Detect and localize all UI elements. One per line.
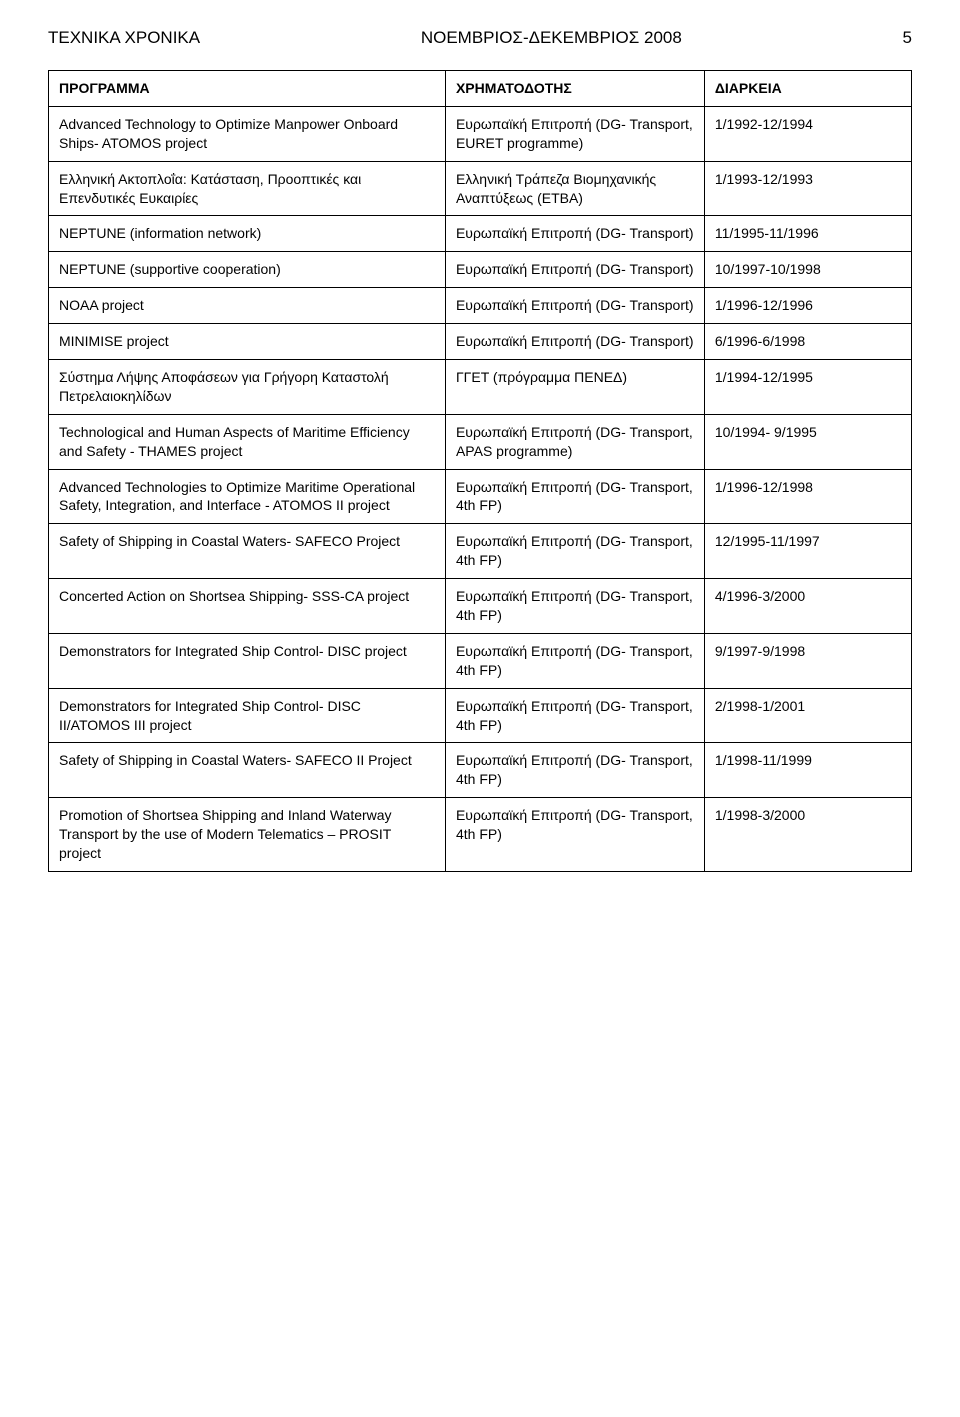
cell-duration: 4/1996-3/2000	[704, 579, 911, 634]
programs-table: ΠΡΟΓΡΑΜΜΑ ΧΡΗΜΑΤΟΔΟΤΗΣ ΔΙΑΡΚΕΙΑ Advanced…	[48, 70, 912, 872]
cell-funder: Ευρωπαϊκή Επιτροπή (DG- Transport)	[445, 252, 704, 288]
cell-duration: 11/1995-11/1996	[704, 216, 911, 252]
cell-program: Safety of Shipping in Coastal Waters- SA…	[49, 743, 446, 798]
cell-duration: 10/1994- 9/1995	[704, 414, 911, 469]
cell-program: NEPTUNE (supportive cooperation)	[49, 252, 446, 288]
page-header: ΤΕΧΝΙΚΑ ΧΡΟΝΙΚΑ ΝΟΕΜΒΡΙΟΣ-ΔΕΚΕΜΒΡΙΟΣ 200…	[48, 28, 912, 48]
cell-program: Advanced Technology to Optimize Manpower…	[49, 106, 446, 161]
cell-program: NEPTUNE (information network)	[49, 216, 446, 252]
cell-funder: Ευρωπαϊκή Επιτροπή (DG- Transport, EURET…	[445, 106, 704, 161]
table-row: Promotion of Shortsea Shipping and Inlan…	[49, 798, 912, 872]
cell-funder: ΓΓΕΤ (πρόγραμμα ΠΕΝΕΔ)	[445, 360, 704, 415]
cell-duration: 10/1997-10/1998	[704, 252, 911, 288]
cell-funder: Ελληνική Τράπεζα Βιομηχανικής Αναπτύξεως…	[445, 161, 704, 216]
col-header-funder: ΧΡΗΜΑΤΟΔΟΤΗΣ	[445, 71, 704, 107]
cell-duration: 1/1992-12/1994	[704, 106, 911, 161]
cell-funder: Ευρωπαϊκή Επιτροπή (DG- Transport)	[445, 324, 704, 360]
cell-program: Ελληνική Ακτοπλοΐα: Κατάσταση, Προοπτικέ…	[49, 161, 446, 216]
page: ΤΕΧΝΙΚΑ ΧΡΟΝΙΚΑ ΝΟΕΜΒΡΙΟΣ-ΔΕΚΕΜΒΡΙΟΣ 200…	[0, 0, 960, 912]
cell-duration: 2/1998-1/2001	[704, 688, 911, 743]
cell-program: Technological and Human Aspects of Marit…	[49, 414, 446, 469]
cell-funder: Ευρωπαϊκή Επιτροπή (DG- Transport, 4th F…	[445, 688, 704, 743]
table-row: NOAA project Ευρωπαϊκή Επιτροπή (DG- Tra…	[49, 288, 912, 324]
cell-duration: 1/1993-12/1993	[704, 161, 911, 216]
cell-duration: 1/1998-11/1999	[704, 743, 911, 798]
table-row: Demonstrators for Integrated Ship Contro…	[49, 688, 912, 743]
cell-funder: Ευρωπαϊκή Επιτροπή (DG- Transport, 4th F…	[445, 798, 704, 872]
table-row: Demonstrators for Integrated Ship Contro…	[49, 633, 912, 688]
col-header-duration: ΔΙΑΡΚΕΙΑ	[704, 71, 911, 107]
table-row: Concerted Action on Shortsea Shipping- S…	[49, 579, 912, 634]
cell-program: NOAA project	[49, 288, 446, 324]
cell-funder: Ευρωπαϊκή Επιτροπή (DG- Transport)	[445, 216, 704, 252]
cell-duration: 1/1996-12/1996	[704, 288, 911, 324]
cell-funder: Ευρωπαϊκή Επιτροπή (DG- Transport, 4th F…	[445, 633, 704, 688]
table-row: Advanced Technologies to Optimize Mariti…	[49, 469, 912, 524]
cell-program: Σύστημα Λήψης Αποφάσεων για Γρήγορη Κατα…	[49, 360, 446, 415]
header-right: 5	[903, 28, 912, 48]
cell-duration: 9/1997-9/1998	[704, 633, 911, 688]
cell-program: Promotion of Shortsea Shipping and Inlan…	[49, 798, 446, 872]
table-row: Σύστημα Λήψης Αποφάσεων για Γρήγορη Κατα…	[49, 360, 912, 415]
cell-funder: Ευρωπαϊκή Επιτροπή (DG- Transport, 4th F…	[445, 469, 704, 524]
cell-duration: 12/1995-11/1997	[704, 524, 911, 579]
table-row: NEPTUNE (supportive cooperation) Ευρωπαϊ…	[49, 252, 912, 288]
cell-program: Demonstrators for Integrated Ship Contro…	[49, 688, 446, 743]
table-row: Technological and Human Aspects of Marit…	[49, 414, 912, 469]
cell-program: Advanced Technologies to Optimize Mariti…	[49, 469, 446, 524]
table-row: NEPTUNE (information network) Ευρωπαϊκή …	[49, 216, 912, 252]
table-row: Safety of Shipping in Coastal Waters- SA…	[49, 524, 912, 579]
cell-funder: Ευρωπαϊκή Επιτροπή (DG- Transport, 4th F…	[445, 524, 704, 579]
table-body: Advanced Technology to Optimize Manpower…	[49, 106, 912, 871]
cell-duration: 6/1996-6/1998	[704, 324, 911, 360]
table-row: Advanced Technology to Optimize Manpower…	[49, 106, 912, 161]
table-row: MINIMISE project Ευρωπαϊκή Επιτροπή (DG-…	[49, 324, 912, 360]
header-left: ΤΕΧΝΙΚΑ ΧΡΟΝΙΚΑ	[48, 28, 200, 48]
cell-program: Concerted Action on Shortsea Shipping- S…	[49, 579, 446, 634]
cell-duration: 1/1996-12/1998	[704, 469, 911, 524]
cell-funder: Ευρωπαϊκή Επιτροπή (DG- Transport, 4th F…	[445, 579, 704, 634]
header-center: ΝΟΕΜΒΡΙΟΣ-ΔΕΚΕΜΒΡΙΟΣ 2008	[421, 28, 682, 48]
cell-program: MINIMISE project	[49, 324, 446, 360]
cell-funder: Ευρωπαϊκή Επιτροπή (DG- Transport, APAS …	[445, 414, 704, 469]
cell-program: Safety of Shipping in Coastal Waters- SA…	[49, 524, 446, 579]
cell-duration: 1/1994-12/1995	[704, 360, 911, 415]
cell-funder: Ευρωπαϊκή Επιτροπή (DG- Transport, 4th F…	[445, 743, 704, 798]
cell-funder: Ευρωπαϊκή Επιτροπή (DG- Transport)	[445, 288, 704, 324]
table-row: Safety of Shipping in Coastal Waters- SA…	[49, 743, 912, 798]
table-row: Ελληνική Ακτοπλοΐα: Κατάσταση, Προοπτικέ…	[49, 161, 912, 216]
table-header-row: ΠΡΟΓΡΑΜΜΑ ΧΡΗΜΑΤΟΔΟΤΗΣ ΔΙΑΡΚΕΙΑ	[49, 71, 912, 107]
cell-duration: 1/1998-3/2000	[704, 798, 911, 872]
cell-program: Demonstrators for Integrated Ship Contro…	[49, 633, 446, 688]
col-header-program: ΠΡΟΓΡΑΜΜΑ	[49, 71, 446, 107]
